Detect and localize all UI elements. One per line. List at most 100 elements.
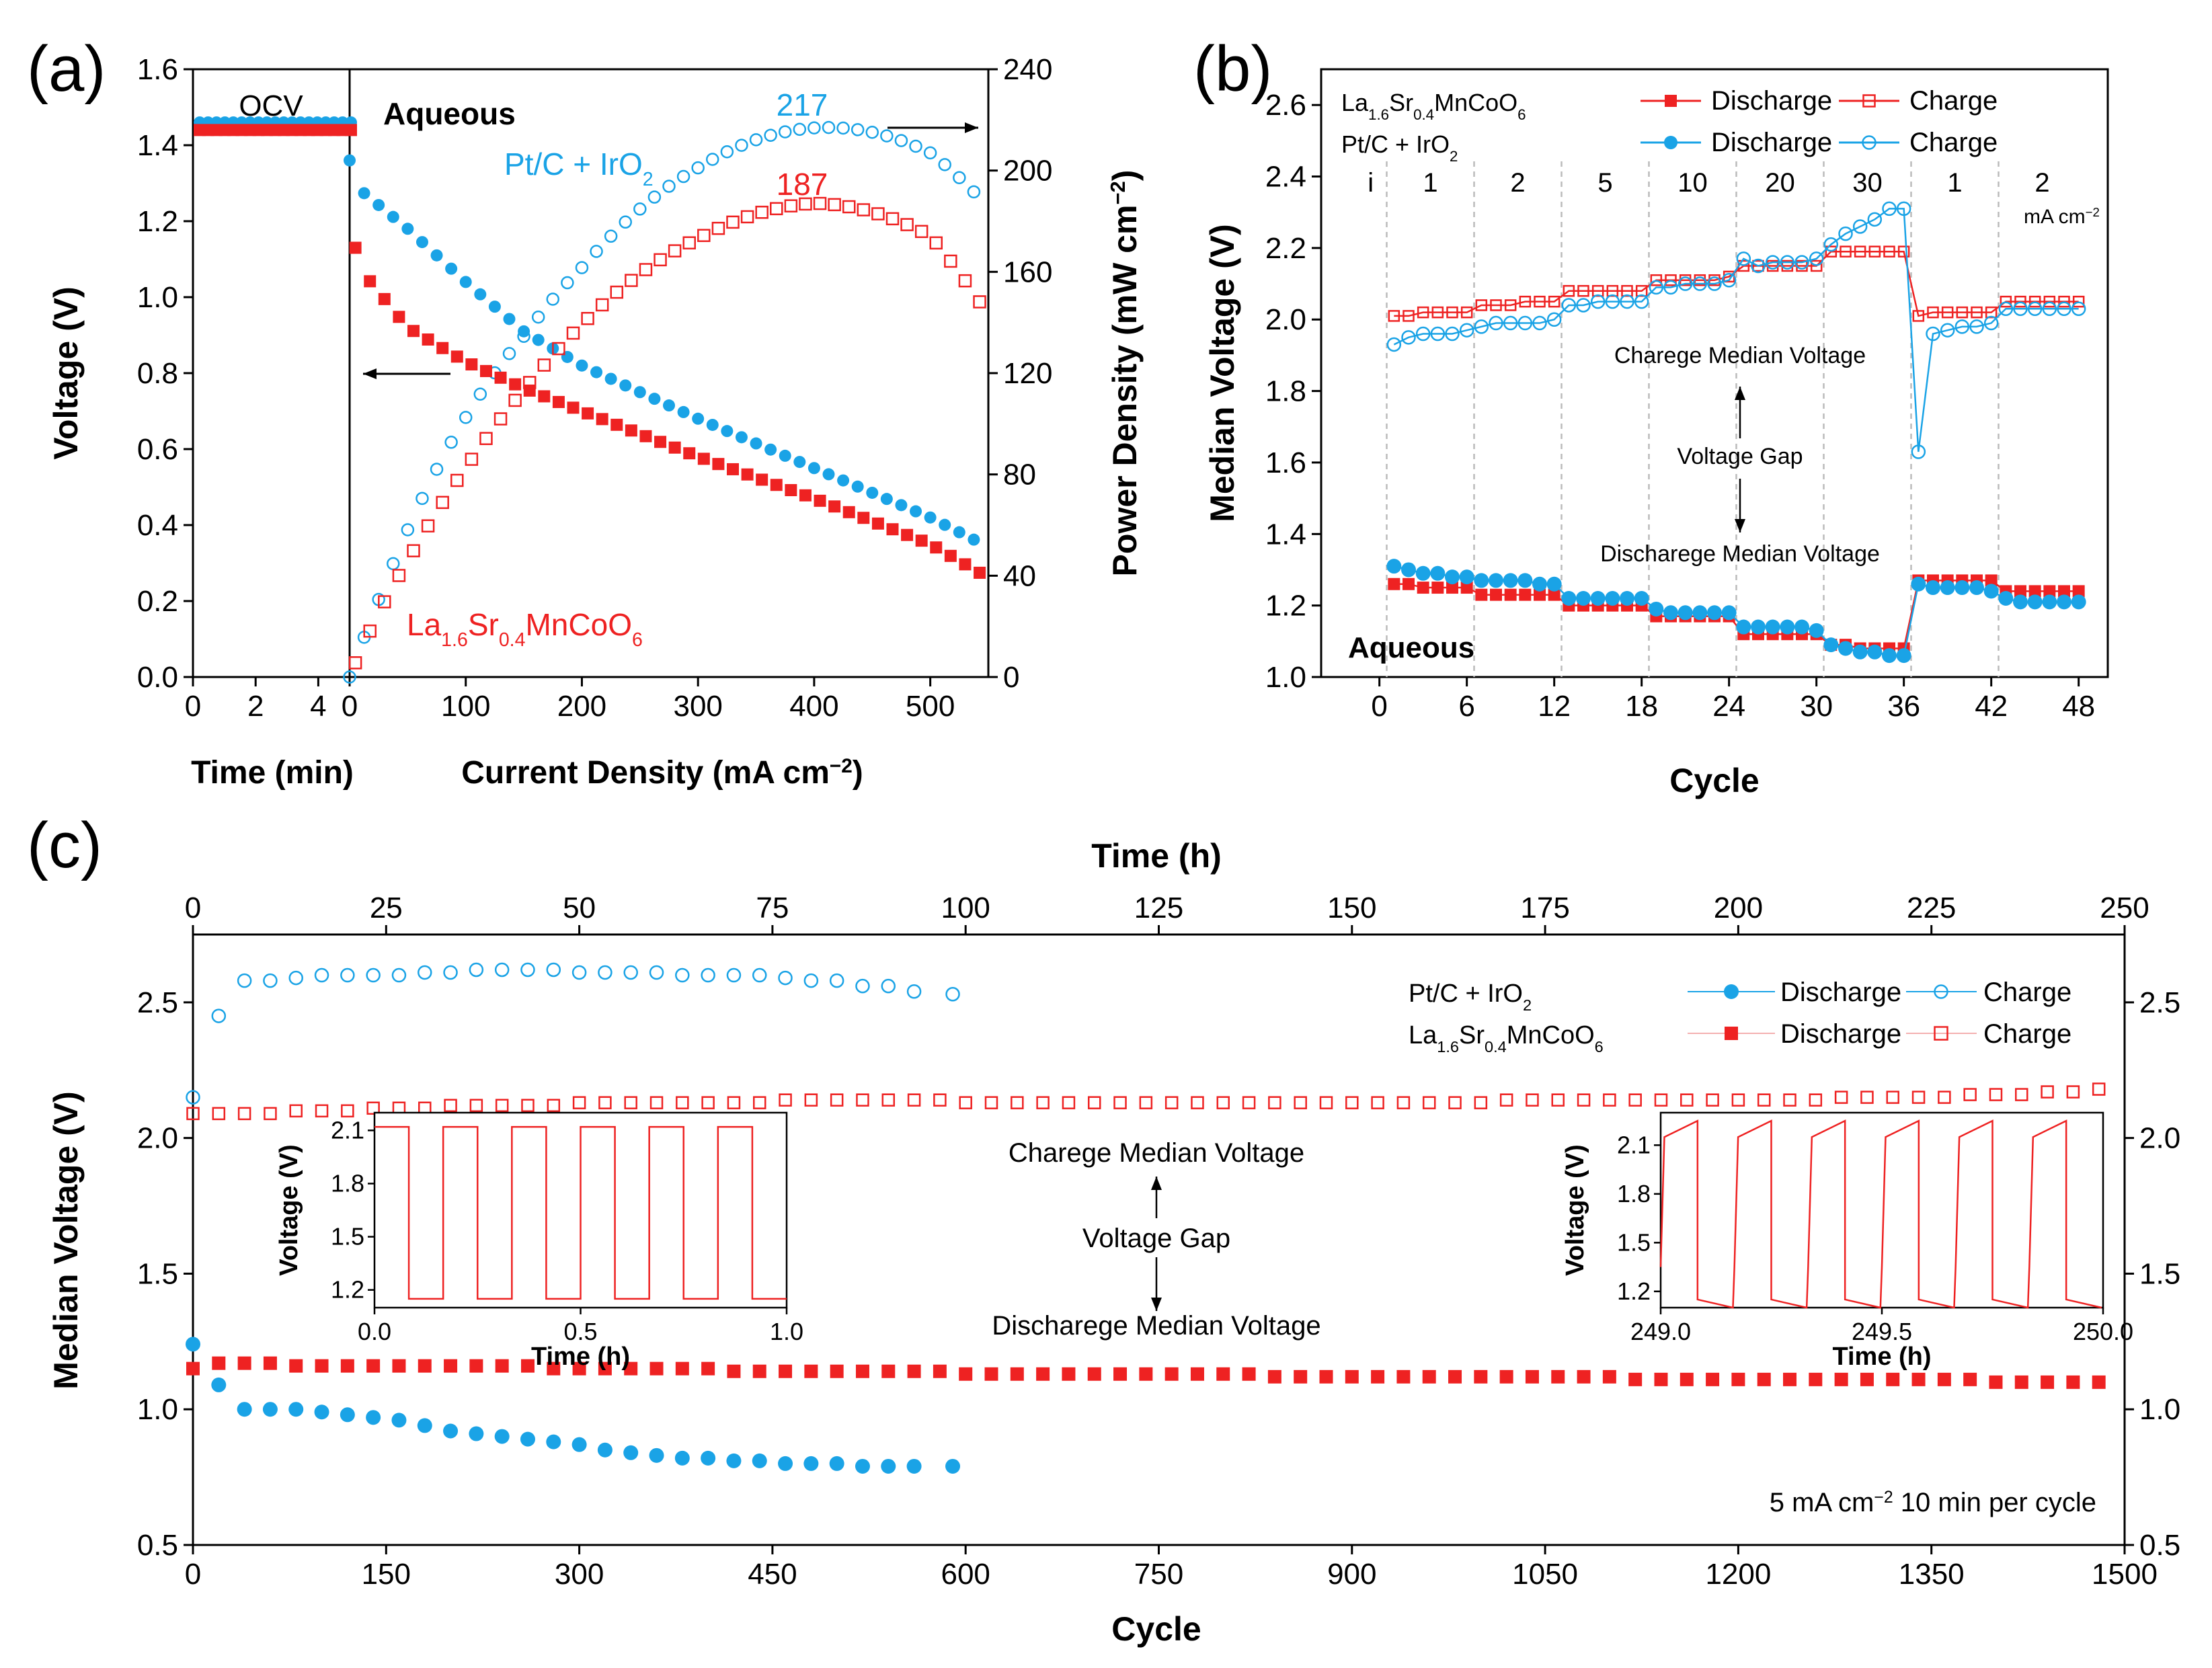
panel-b-point <box>2014 295 2026 308</box>
panel-c-point <box>341 1104 354 1118</box>
panel-c-point <box>418 1359 432 1373</box>
panel-b-point <box>2043 295 2056 308</box>
panel-a-lsmco-power-point <box>697 229 711 242</box>
panel-b-point <box>2072 295 2085 308</box>
panel-c-point <box>211 1008 227 1023</box>
panel-c-point <box>945 987 960 1002</box>
panel-a-lsmco-voltage-point <box>901 528 914 541</box>
panel-c-point <box>263 973 278 988</box>
panel-c-point <box>881 978 896 994</box>
panel-a-ptc-voltage-point <box>706 418 719 431</box>
panel-c-point <box>212 1356 226 1370</box>
panel-a-ptc-power-point <box>430 463 444 476</box>
panel-a-lsmco-power-point <box>784 199 798 212</box>
panel-c-point <box>752 1096 766 1109</box>
panel-c-xtick-label: 1350 <box>1899 1558 1965 1591</box>
panel-a-lsmco-voltage-point <box>654 436 667 448</box>
panel-a-ptc-power-point <box>938 158 951 171</box>
panel-a-y2tick-label: 160 <box>1003 255 1052 288</box>
panel-c-point <box>495 1359 509 1373</box>
panel-c-point <box>2041 1085 2054 1099</box>
panel-c-point <box>1036 1367 1050 1381</box>
panel-c-point <box>649 965 664 980</box>
panel-c-point <box>907 1364 921 1378</box>
panel-b-point <box>1503 573 1518 588</box>
panel-b-point <box>1838 226 1853 241</box>
panel-b-rate-label: 1 <box>1423 168 1437 198</box>
panel-b-point <box>1867 644 1883 660</box>
panel-c-legend-marker <box>1934 1026 1948 1041</box>
panel-c-point <box>340 1407 355 1423</box>
panel-b-point <box>1561 298 1577 313</box>
panel-c-point <box>340 1359 354 1373</box>
panel-a-ptc-label: Pt/C + IrO2 <box>504 147 654 190</box>
panel-c-xtick-label: 150 <box>362 1558 411 1591</box>
panel-b-frame <box>1320 68 2109 678</box>
panel-b-point <box>1634 294 1649 309</box>
panel-a-ptc-voltage-point <box>358 187 370 200</box>
panel-b-point <box>1388 578 1400 590</box>
panel-c-point <box>984 1096 998 1109</box>
panel-c-point <box>1911 1372 1926 1386</box>
panel-a-ptc-voltage-point <box>807 462 820 475</box>
panel-a-chart: 0.00.20.40.60.81.01.21.41.60408012016020… <box>47 53 1144 791</box>
panel-c-point <box>2066 1085 2080 1099</box>
panel-c-point <box>906 984 922 999</box>
panel-c-legend-marker <box>1934 984 1948 999</box>
panel-c-point <box>1267 1369 1281 1384</box>
panel-a-y2tick-label: 80 <box>1003 459 1036 491</box>
panel-b-point <box>1475 299 1488 311</box>
panel-b-point <box>1765 619 1780 635</box>
panel-c-point <box>571 965 587 980</box>
panel-c-point <box>675 967 690 983</box>
panel-c-point <box>623 1445 639 1460</box>
panel-c-point <box>727 1096 741 1109</box>
panel-b-point <box>1810 260 1823 272</box>
panel-c-x-axis-title: Cycle <box>1111 1610 1201 1648</box>
panel-a-ptc-voltage-point <box>416 236 428 249</box>
panel-b-point <box>1809 623 1824 638</box>
panel-c-legend-discharge: Discharge <box>1780 978 1901 1007</box>
panel-c-point <box>2092 1375 2106 1389</box>
panel-c-point <box>494 1429 510 1444</box>
panel-b-point <box>1430 565 1446 581</box>
panel-a-ptc-voltage-point <box>561 350 574 363</box>
panel-a-y2tick-label: 0 <box>1003 661 1019 694</box>
panel-c-y2tick-label: 1.5 <box>2139 1257 2180 1290</box>
panel-a-ptc-voltage-point <box>866 486 879 499</box>
panel-c-point <box>1474 1369 1488 1384</box>
panel-c-point <box>752 1364 766 1378</box>
panel-b-xtick-label: 18 <box>1625 690 1658 723</box>
panel-a-lsmco-power-point <box>885 212 900 226</box>
panel-a-lsmco-voltage-point <box>857 512 870 524</box>
panel-c-ytick-label: 2.0 <box>137 1122 178 1155</box>
panel-a-lsmco-power-point <box>479 432 493 445</box>
panel-c-point <box>469 962 484 978</box>
panel-c-point <box>907 1093 921 1107</box>
panel-b-rate-label: 1 <box>1947 168 1962 198</box>
panel-a-ptc-voltage-point <box>445 262 458 275</box>
panel-b-point <box>1985 574 1998 587</box>
panel-c-point <box>443 1423 459 1439</box>
panel-c-top-tick-label: 125 <box>1134 891 1183 924</box>
panel-c-point <box>1886 1090 1899 1104</box>
panel-a-xtick-label: 0 <box>342 690 358 723</box>
panel-b-arrow-down-head <box>1735 519 1745 532</box>
panel-c-point <box>1190 1367 1204 1381</box>
panel-b-point <box>2013 301 2028 317</box>
panel-b-point <box>1577 284 1589 297</box>
panel-c-point <box>520 1359 535 1373</box>
panel-a-ptc-voltage-point <box>793 456 806 469</box>
panel-c-inset-xtick-label: 250.0 <box>2073 1318 2133 1345</box>
panel-c-y2tick-label: 0.5 <box>2139 1529 2180 1562</box>
panel-b-point <box>1519 295 1532 308</box>
panel-c-point <box>1577 1093 1591 1107</box>
panel-c-point <box>649 1361 664 1376</box>
panel-c-point <box>289 1104 303 1118</box>
panel-b-point <box>1854 245 1866 257</box>
panel-c-point <box>906 1458 922 1474</box>
panel-b-point <box>1823 637 1839 653</box>
panel-c-point <box>623 965 638 980</box>
panel-c-point <box>469 1426 484 1441</box>
panel-b-point <box>1503 315 1518 331</box>
